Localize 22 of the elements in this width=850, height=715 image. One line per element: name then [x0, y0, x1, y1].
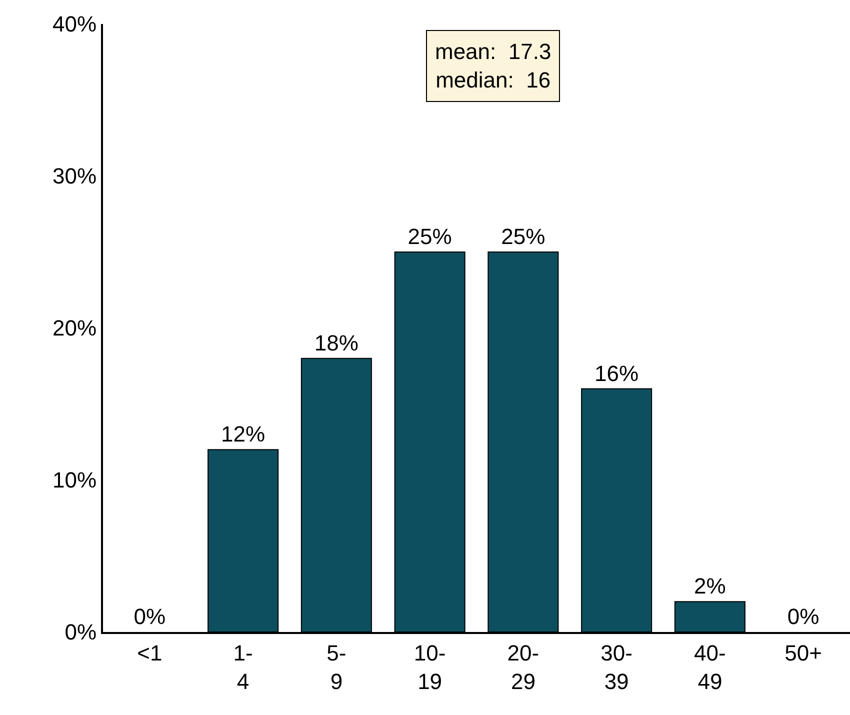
data-label: 16%	[594, 360, 639, 386]
x-tick-label: <1	[137, 640, 162, 666]
data-label: 12%	[221, 422, 266, 447]
data-label: 25%	[408, 224, 452, 249]
data-label: 0%	[134, 604, 166, 629]
y-tick-label: 20%	[52, 316, 97, 341]
annotation: mean: 17.3 median: 16	[435, 39, 552, 93]
data-label: 18%	[314, 330, 358, 356]
x-tick-label: 50+	[784, 640, 822, 666]
x-tick-label: 20-29	[507, 640, 540, 694]
y-tick-label: 0%	[64, 620, 97, 645]
x-tick-label: 1-4	[233, 640, 253, 694]
x-tick-label: 40-49	[694, 640, 726, 694]
x-tick-label: 10-19	[414, 640, 446, 694]
y-tick-label: 30%	[52, 164, 97, 189]
y-tick-label: 10%	[52, 468, 97, 493]
y-tick-label: 40%	[52, 12, 97, 37]
x-tick-label: 5-9	[326, 640, 346, 694]
x-tick-label: 30-39	[600, 640, 632, 694]
data-label: 0%	[787, 604, 820, 629]
data-label: 25%	[501, 224, 546, 249]
data-label: 2%	[694, 574, 726, 599]
